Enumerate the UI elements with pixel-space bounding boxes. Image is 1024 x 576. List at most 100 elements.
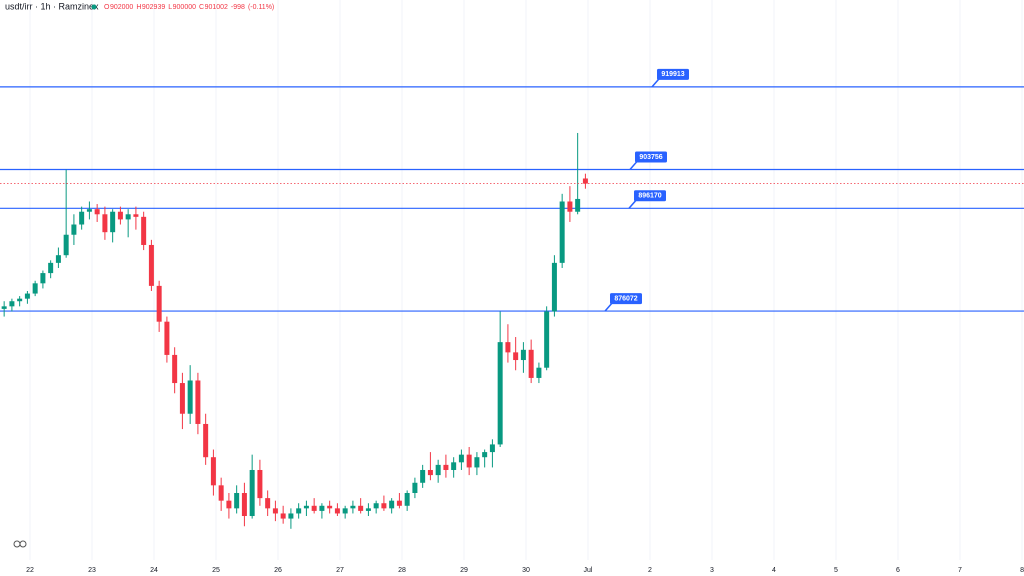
candle-body (381, 503, 387, 509)
candle-body (458, 454, 464, 463)
candle-body (296, 508, 302, 514)
logo (13, 540, 27, 548)
x-tick-label: 2 (648, 567, 652, 574)
candle-body (489, 444, 495, 453)
candle-body (559, 201, 565, 263)
candle-body (125, 214, 131, 220)
candle-body (404, 493, 410, 506)
x-tick-label: 8 (1020, 567, 1024, 574)
candle-body (187, 380, 193, 414)
candle-body (350, 505, 356, 509)
candle-body (389, 500, 395, 509)
level-label: 896170 (638, 193, 661, 200)
candle-body (373, 503, 379, 509)
candle-body (528, 349, 534, 378)
candle-body (288, 513, 294, 519)
x-tick-label: 25 (212, 567, 220, 574)
ohlc-value: 902000 (110, 4, 133, 11)
candle-body (257, 469, 263, 499)
candle-body (179, 383, 185, 414)
candle-body (55, 255, 61, 263)
candle-body (272, 508, 278, 514)
candle-body (342, 508, 348, 514)
candle-body (575, 198, 581, 212)
candle-body (241, 493, 247, 517)
level-label: 876072 (614, 295, 637, 302)
candle-body (311, 505, 317, 511)
x-tick-label: 22 (26, 567, 34, 574)
candle-body (226, 500, 232, 509)
candle-body (334, 508, 340, 514)
level-pointer (651, 78, 660, 88)
candle-body (79, 211, 85, 225)
candle-body (1, 306, 7, 309)
candle-body (443, 464, 449, 470)
grid (29, 0, 1023, 560)
change-percent: (-0.11%) (248, 4, 274, 11)
header: usdt/irr · 1h · Ramzinex O 902000 H 902939 L… (5, 1, 274, 11)
candle-body (172, 354, 178, 384)
ohlc-value: 900000 (173, 4, 196, 11)
x-tick-label: 26 (274, 567, 282, 574)
ohlc-letter: L (168, 4, 172, 11)
level-label-box (635, 151, 667, 163)
x-tick-label: 27 (336, 567, 344, 574)
x-tick-label: 3 (710, 567, 714, 574)
level-label: 903756 (639, 154, 662, 161)
candle-body (94, 209, 100, 215)
candle-body (117, 211, 123, 220)
candle-body (203, 423, 209, 458)
candle-body (210, 457, 216, 486)
candle-body (17, 298, 23, 302)
status-dot (91, 4, 97, 10)
x-tick-label: 29 (460, 567, 468, 574)
levels: 919913 903756 896170 876072 (0, 68, 1024, 312)
level-pointer (628, 199, 637, 209)
candle-body (86, 209, 92, 212)
candle-body (148, 244, 154, 286)
candle-body (63, 234, 69, 256)
candle-body (536, 367, 542, 378)
candle-body (280, 513, 286, 519)
candle-body (156, 285, 162, 322)
candle-body (513, 352, 519, 361)
candle-body (482, 452, 488, 458)
candle-body (451, 462, 457, 470)
candle-body (234, 493, 240, 509)
ohlc-letter: O (104, 4, 110, 11)
candle-body (164, 321, 170, 355)
candle-body (505, 342, 511, 353)
candle-body (412, 482, 418, 494)
x-axis: 22 23 24 25 26 27 28 29 30 Jul 2 3 4 5 6 7 8 (26, 567, 1024, 574)
candle-body (40, 273, 46, 284)
x-tick-label: 5 (834, 567, 838, 574)
candle-body (265, 498, 271, 509)
candle-body (551, 262, 557, 312)
candle-body (427, 469, 433, 476)
candle-body (396, 500, 402, 506)
candle-body (218, 485, 224, 501)
candle-body (48, 262, 54, 274)
candle-body (133, 214, 139, 217)
candle-body (319, 505, 325, 511)
candle-body (520, 349, 526, 361)
candle-body (420, 469, 426, 483)
ohlc-value: 902939 (142, 4, 165, 11)
candle-body (544, 311, 550, 368)
candle-body (102, 214, 108, 233)
candle-body (32, 283, 38, 294)
candle-body (24, 293, 30, 299)
x-tick-label: 4 (772, 567, 776, 574)
candle-body (195, 380, 201, 424)
chart-title: usdt/irr · 1h · Ramzinex (5, 1, 99, 11)
x-tick-label: 7 (958, 567, 962, 574)
level-label-box (610, 293, 642, 305)
candles (0, 132, 1024, 529)
candle-body (365, 508, 371, 511)
candle-body (141, 216, 147, 245)
level-pointer (629, 161, 638, 170)
change: -998 (231, 4, 245, 11)
candle-body (567, 201, 573, 212)
